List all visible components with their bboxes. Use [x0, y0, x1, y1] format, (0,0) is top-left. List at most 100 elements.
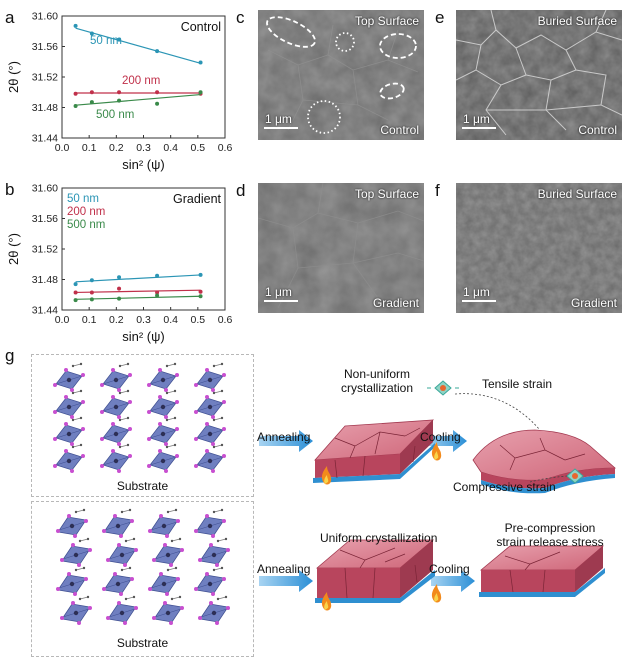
molecule-bond: [166, 390, 176, 394]
center-atom: [161, 523, 167, 529]
x-tick-label: 0.3: [136, 314, 151, 326]
molecule-atom: [212, 568, 216, 572]
molecule-bond: [119, 390, 129, 394]
molecule-atom: [118, 364, 122, 368]
molecule-bond: [119, 363, 129, 367]
halide-atom: [113, 514, 117, 518]
molecule-bond: [213, 444, 223, 448]
panel-label-e: e: [435, 8, 445, 27]
halide-atom: [164, 388, 168, 392]
octahedron: [53, 449, 85, 473]
annealing-arrow-bottom: [259, 570, 313, 592]
halide-atom: [117, 415, 121, 419]
halide-atom: [159, 514, 163, 518]
sem-f-scale: 1 μm: [463, 285, 490, 299]
molecule-bond: [213, 567, 223, 571]
precursor-box-gradient: Substrate: [31, 501, 254, 657]
halide-atom: [152, 558, 156, 562]
center-atom: [160, 404, 166, 410]
data-point: [198, 289, 203, 294]
molecule-atom: [71, 418, 75, 422]
center-atom: [66, 431, 72, 437]
data-point: [155, 90, 160, 95]
octahedron: [60, 601, 92, 625]
panel-label-a: a: [5, 8, 15, 27]
halide-atom: [180, 548, 184, 552]
halide-atom: [123, 563, 127, 567]
octahedron: [106, 601, 138, 625]
octahedron: [194, 422, 226, 446]
halide-atom: [53, 410, 57, 414]
data-point: [73, 290, 78, 295]
molecule-atom: [173, 389, 177, 393]
halide-atom: [70, 469, 74, 473]
perovskite-lattice-uniform: [56, 508, 230, 625]
halide-atom: [205, 572, 209, 576]
sem-d-scale: 1 μm: [265, 285, 292, 299]
halide-atom: [175, 427, 179, 431]
data-point: [155, 101, 160, 106]
halide-atom: [56, 529, 60, 533]
octahedron: [60, 543, 92, 567]
halide-atom: [81, 400, 85, 404]
data-point: [73, 91, 78, 96]
chart-b-plot: 0.0 0.1 0.2 0.3 0.4 0.5 0.6 31.44 31.48 31.52 31.5…: [6, 183, 232, 345]
molecule-atom: [126, 362, 130, 366]
molecule-bond: [171, 538, 181, 542]
molecule-bond: [72, 417, 82, 421]
sem-image-c: Top Surface Control 1 μm: [258, 10, 424, 140]
data-point: [155, 290, 160, 295]
molecule-atom: [126, 389, 130, 393]
precompression-label: Pre-compression strain release stress: [480, 521, 620, 549]
data-point: [73, 23, 78, 28]
halide-atom: [88, 606, 92, 610]
data-point: [117, 275, 122, 280]
molecule-atom: [78, 539, 82, 543]
molecule-atom: [224, 537, 228, 541]
molecule-atom: [212, 445, 216, 449]
halide-atom: [67, 572, 71, 576]
center-atom: [211, 610, 217, 616]
molecule-atom: [71, 364, 75, 368]
halide-atom: [211, 469, 215, 473]
center-atom: [113, 377, 119, 383]
halide-atom: [158, 395, 162, 399]
panel-label-d: d: [236, 181, 246, 200]
molecule-atom: [165, 445, 169, 449]
octahedron: [147, 422, 179, 446]
molecule-atom: [86, 595, 90, 599]
substrate-label-top: Substrate: [116, 479, 169, 493]
molecule-atom: [126, 443, 130, 447]
molecule-atom: [216, 539, 220, 543]
molecule-atom: [212, 364, 216, 368]
molecule-atom: [132, 595, 136, 599]
halide-atom: [222, 373, 226, 377]
sem-e-sample: Control: [578, 123, 617, 137]
x-tick-label: 0.2: [109, 314, 124, 326]
halide-atom: [84, 577, 88, 581]
halide-atom: [209, 543, 213, 547]
compressive-pointer: [529, 475, 568, 483]
molecule-bond: [79, 596, 89, 600]
data-point: [198, 272, 203, 277]
halide-atom: [56, 587, 60, 591]
center-atom: [69, 523, 75, 529]
y-axis-label: 2θ (°): [6, 233, 21, 265]
center-atom: [211, 552, 217, 558]
data-point: [89, 297, 94, 302]
halide-atom: [194, 437, 198, 441]
halide-atom: [194, 383, 198, 387]
halide-atom: [111, 422, 115, 426]
halide-atom: [73, 534, 77, 538]
halide-atom: [111, 368, 115, 372]
halide-atom: [198, 558, 202, 562]
molecule-atom: [82, 566, 86, 570]
halide-atom: [70, 388, 74, 392]
molecule-atom: [212, 391, 216, 395]
data-point: [73, 103, 78, 108]
series-label: 500 nm: [67, 219, 105, 231]
molecule-atom: [74, 568, 78, 572]
center-atom: [66, 404, 72, 410]
molecule-bond: [167, 509, 177, 513]
panel-label-c: c: [236, 8, 245, 27]
